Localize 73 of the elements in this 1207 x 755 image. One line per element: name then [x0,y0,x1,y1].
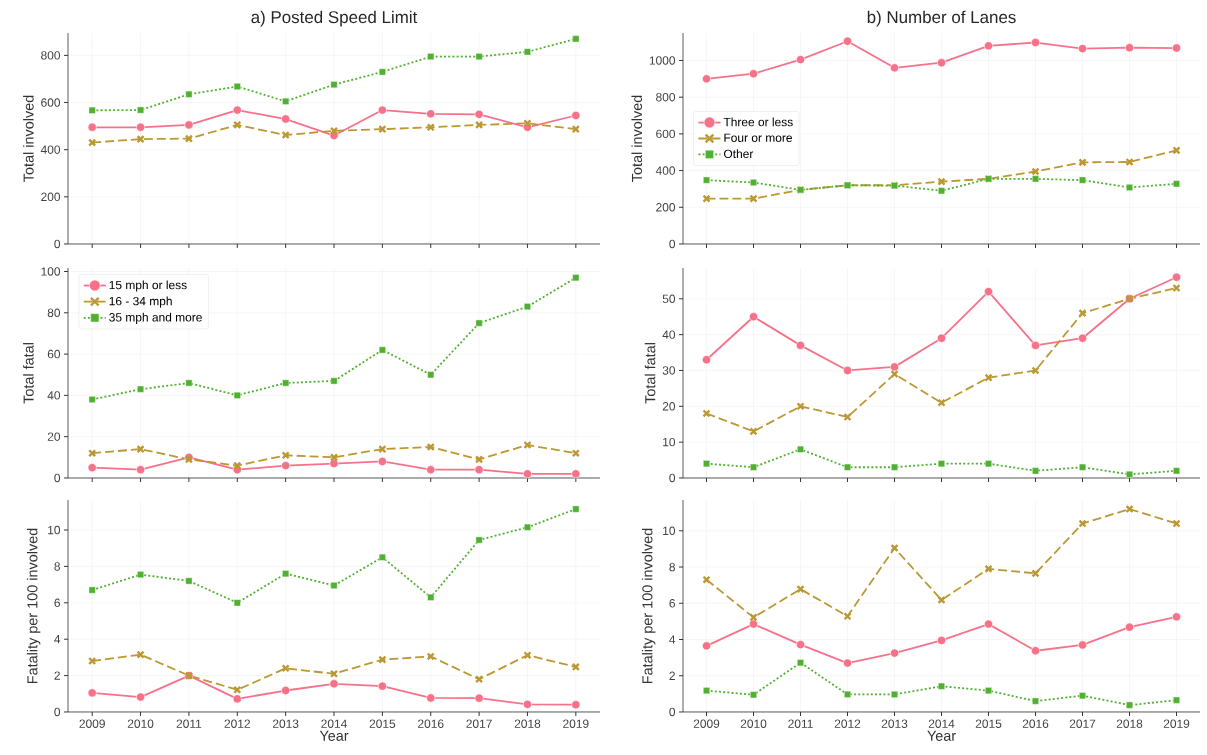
chart-title: a) Posted Speed Limit [251,10,418,27]
y-tick-label: 40 [47,391,61,400]
y-tick-label: 10 [663,526,676,536]
y-tick-label: 20 [47,432,61,441]
y-tick-label: 2 [669,671,675,680]
y-tick-label: 8 [669,562,675,572]
x-tick-label: 2013 [272,719,299,728]
x-tick-label: 2018 [514,719,541,728]
y-tick-label: 0 [54,707,61,717]
x-tick-label: 2016 [418,719,444,728]
x-tick-label: 2016 [1022,719,1049,728]
x-tick-label: 2019 [1163,719,1190,728]
legend-label: 16 - 34 mph [109,296,172,308]
y-tick-label: 8 [54,562,60,571]
x-tick-label: 2011 [176,719,202,728]
y-tick-label: 0 [669,707,676,717]
y-tick-label: 200 [656,203,676,212]
y-axis-title: Total involved [631,95,643,182]
x-tick-label: 2014 [321,719,347,728]
legend-label: Four or more [724,133,792,142]
x-tick-label: 2009 [79,719,105,728]
x-axis-title: Year [927,730,956,741]
x-tick-label: 2017 [466,719,492,728]
chart-title: b) Number of Lanes [867,10,1016,27]
y-tick-label: 800 [41,51,61,60]
legend-label: 35 mph and more [109,312,202,324]
y-tick-label: 20 [662,402,676,411]
y-tick-label: 4 [669,635,676,644]
y-tick-label: 10 [663,437,676,447]
x-tick-label: 2010 [740,719,767,728]
x-tick-label: 2017 [1069,719,1096,728]
y-tick-label: 10 [48,525,61,535]
y-tick-label: 800 [656,92,676,102]
y-tick-label: 6 [669,599,675,608]
y-tick-label: 30 [662,366,676,375]
x-tick-label: 2013 [881,719,908,728]
y-tick-label: 4 [54,635,61,644]
y-axis-title: Total involved [23,95,34,182]
x-tick-label: 2010 [127,719,154,728]
y-axis-title: Total fatal [644,343,656,404]
x-tick-label: 2015 [975,719,1002,728]
y-tick-label: 600 [656,129,676,139]
y-tick-label: 1000 [649,56,676,65]
y-axis-title: Total fatal [23,343,34,404]
legend-label: Other [724,149,754,159]
y-tick-label: 100 [41,267,61,276]
x-tick-label: 2015 [369,719,396,728]
x-tick-label: 2012 [834,719,861,728]
y-tick-label: 400 [40,145,61,154]
y-axis-title: Fatality per 100 involved [26,528,41,684]
y-tick-label: 80 [47,308,61,318]
y-axis-title: Fatality per 100 involved [641,528,656,684]
x-tick-label: 2014 [928,719,955,728]
y-tick-label: 0 [669,473,676,483]
x-tick-label: 2011 [788,719,813,728]
y-tick-label: 0 [54,473,61,483]
y-tick-label: 600 [41,98,61,107]
legend-label: Three or less [723,117,793,127]
y-tick-label: 60 [47,349,61,359]
x-tick-label: 2019 [563,719,589,728]
x-axis-title: Year [319,730,349,741]
y-tick-label: 400 [655,166,676,175]
legend-label: 15 mph or less [109,280,187,292]
y-tick-label: 200 [41,192,61,202]
y-tick-label: 50 [662,294,676,304]
y-tick-label: 40 [662,330,676,339]
x-tick-label: 2018 [1116,719,1143,728]
x-tick-label: 2012 [224,719,250,728]
y-tick-label: 0 [669,239,676,249]
y-tick-label: 6 [54,598,60,608]
y-tick-label: 2 [54,671,60,680]
y-tick-label: 0 [54,239,61,249]
x-tick-label: 2009 [693,719,720,728]
